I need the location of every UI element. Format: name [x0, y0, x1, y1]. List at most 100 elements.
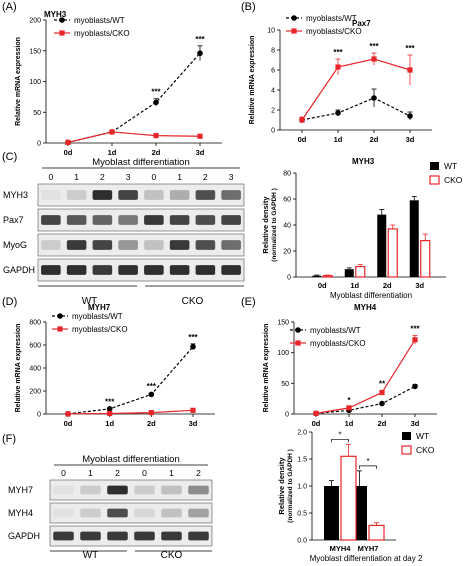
- y-tick-label: 2.0: [297, 430, 307, 437]
- panel-letter-f: (F): [2, 433, 16, 445]
- blot-band: [188, 485, 209, 495]
- y-axis-label: Relative mRNA expression: [15, 324, 22, 413]
- legend-marker-wt: [291, 15, 297, 21]
- blot-band: [195, 240, 216, 250]
- data-point-wt: [407, 113, 413, 119]
- blot-strip: [37, 258, 245, 282]
- data-point-wt: [153, 99, 159, 106]
- blot-group-label-wt: WT: [82, 296, 98, 307]
- x-tick-label: 0d: [318, 281, 327, 290]
- bar-cko: [355, 266, 366, 278]
- legend-label: myoblasts/WT: [310, 326, 361, 335]
- x-tick-label: 1d: [345, 419, 354, 428]
- chart-title: MYH4: [354, 303, 377, 312]
- y-axis-label: Relative density: [277, 457, 286, 515]
- significance-mark: *: [338, 430, 341, 439]
- y-tick-label: 150: [277, 320, 289, 327]
- blot-band: [53, 531, 74, 541]
- blot-band: [118, 190, 138, 200]
- y-tick-label: 0: [37, 412, 41, 419]
- y-tick-label: 200: [29, 389, 41, 396]
- significance-mark: ***: [405, 44, 415, 53]
- significance-mark: ***: [105, 397, 115, 406]
- blot-title: Myoblast differentiation: [82, 454, 180, 465]
- legend-label: CKO: [416, 445, 435, 455]
- lane-label: 1: [169, 468, 174, 478]
- y-tick-label: 800: [29, 320, 41, 327]
- chart-pax7-mrna: Pax7 0 2 4 6 8 10 0d 1d 2d 3d Relative mRNA express…: [249, 14, 432, 144]
- blot-band: [188, 531, 209, 541]
- bar-wt: [409, 200, 419, 277]
- blot-band: [221, 190, 241, 200]
- significance-mark: ***: [195, 35, 205, 44]
- y-axis-label: Relative density: [261, 196, 270, 254]
- y-tick-label: 0.5: [297, 511, 307, 518]
- y-axis-label: Relative mRNA expression: [263, 324, 270, 413]
- blot-band: [161, 485, 182, 495]
- chart-myh4-mrna: MYH4 0 50 100 150 0d 1d 2d 3d Relative mRNA expre…: [263, 303, 437, 428]
- x-tick-label: 3d: [415, 281, 424, 290]
- blot-group-label-cko: CKO: [182, 296, 204, 307]
- x-tick-label: 2d: [378, 419, 387, 428]
- legend-swatch-wt: [402, 432, 411, 440]
- panel-letter-a: (A): [2, 1, 17, 13]
- data-point-cko: [335, 64, 341, 70]
- lane-label: 1: [177, 172, 182, 182]
- blot-strip: [37, 208, 245, 232]
- blot-band: [41, 265, 61, 275]
- y-axis-label: Relative mRNA expression: [249, 36, 256, 125]
- legend-marker-wt: [59, 17, 65, 23]
- data-point-cko: [153, 133, 159, 139]
- bar-cko: [387, 228, 398, 278]
- legend-label: myoblasts/WT: [72, 312, 123, 321]
- x-tick-label: 3d: [411, 419, 420, 428]
- blot-band: [221, 265, 241, 275]
- legend-marker-cko: [59, 30, 65, 36]
- y-tick-label: 2: [271, 108, 275, 115]
- lane-label: 2: [115, 468, 120, 478]
- significance-mark: *: [347, 396, 351, 405]
- data-point-cko: [65, 139, 71, 145]
- blot-strip: [49, 525, 213, 547]
- x-tick-label: 0d: [298, 135, 307, 144]
- legend-label: CKO: [444, 175, 463, 185]
- data-point-cko: [190, 407, 196, 413]
- significance-mark: ***: [147, 382, 157, 391]
- blot-band: [92, 215, 113, 225]
- blot-band: [66, 190, 87, 200]
- y-axis-label: Relative mRNA expression: [15, 37, 22, 126]
- significance-mark: *: [366, 457, 369, 466]
- x-tick-label: 2d: [147, 419, 156, 428]
- blot-band: [144, 240, 164, 250]
- blot-band: [41, 240, 61, 250]
- y-tick-label: 400: [29, 366, 41, 373]
- blot-band: [66, 240, 87, 250]
- data-point-wt: [412, 383, 418, 390]
- legend-marker-cko: [295, 340, 301, 346]
- data-point-cko: [65, 411, 71, 417]
- significance-mark: ***: [151, 88, 161, 97]
- panel-letter-b: (B): [241, 1, 256, 13]
- y-tick-label: 0: [271, 128, 275, 135]
- bar-wt: [377, 214, 387, 277]
- blot-band: [118, 215, 138, 225]
- lane-label: 2: [196, 468, 201, 478]
- series-line-wt: [67, 346, 194, 415]
- lane-label: 0: [49, 172, 54, 182]
- blot-band: [134, 485, 155, 495]
- blot-band: [161, 508, 182, 518]
- blot-band: [195, 190, 216, 200]
- lane-label: 0: [152, 172, 157, 182]
- data-point-cko: [412, 337, 418, 343]
- legend-label: myoblasts/CKO: [74, 29, 130, 38]
- legend-label: WT: [416, 431, 429, 441]
- legend-swatch-cko: [401, 445, 412, 455]
- significance-mark: ***: [333, 48, 343, 57]
- data-point-cko: [197, 133, 203, 139]
- x-tick-label: 2d: [152, 148, 161, 157]
- blot-band: [41, 215, 61, 225]
- blot-row-label: MyoG: [3, 240, 27, 250]
- lane-label: 0: [61, 468, 66, 478]
